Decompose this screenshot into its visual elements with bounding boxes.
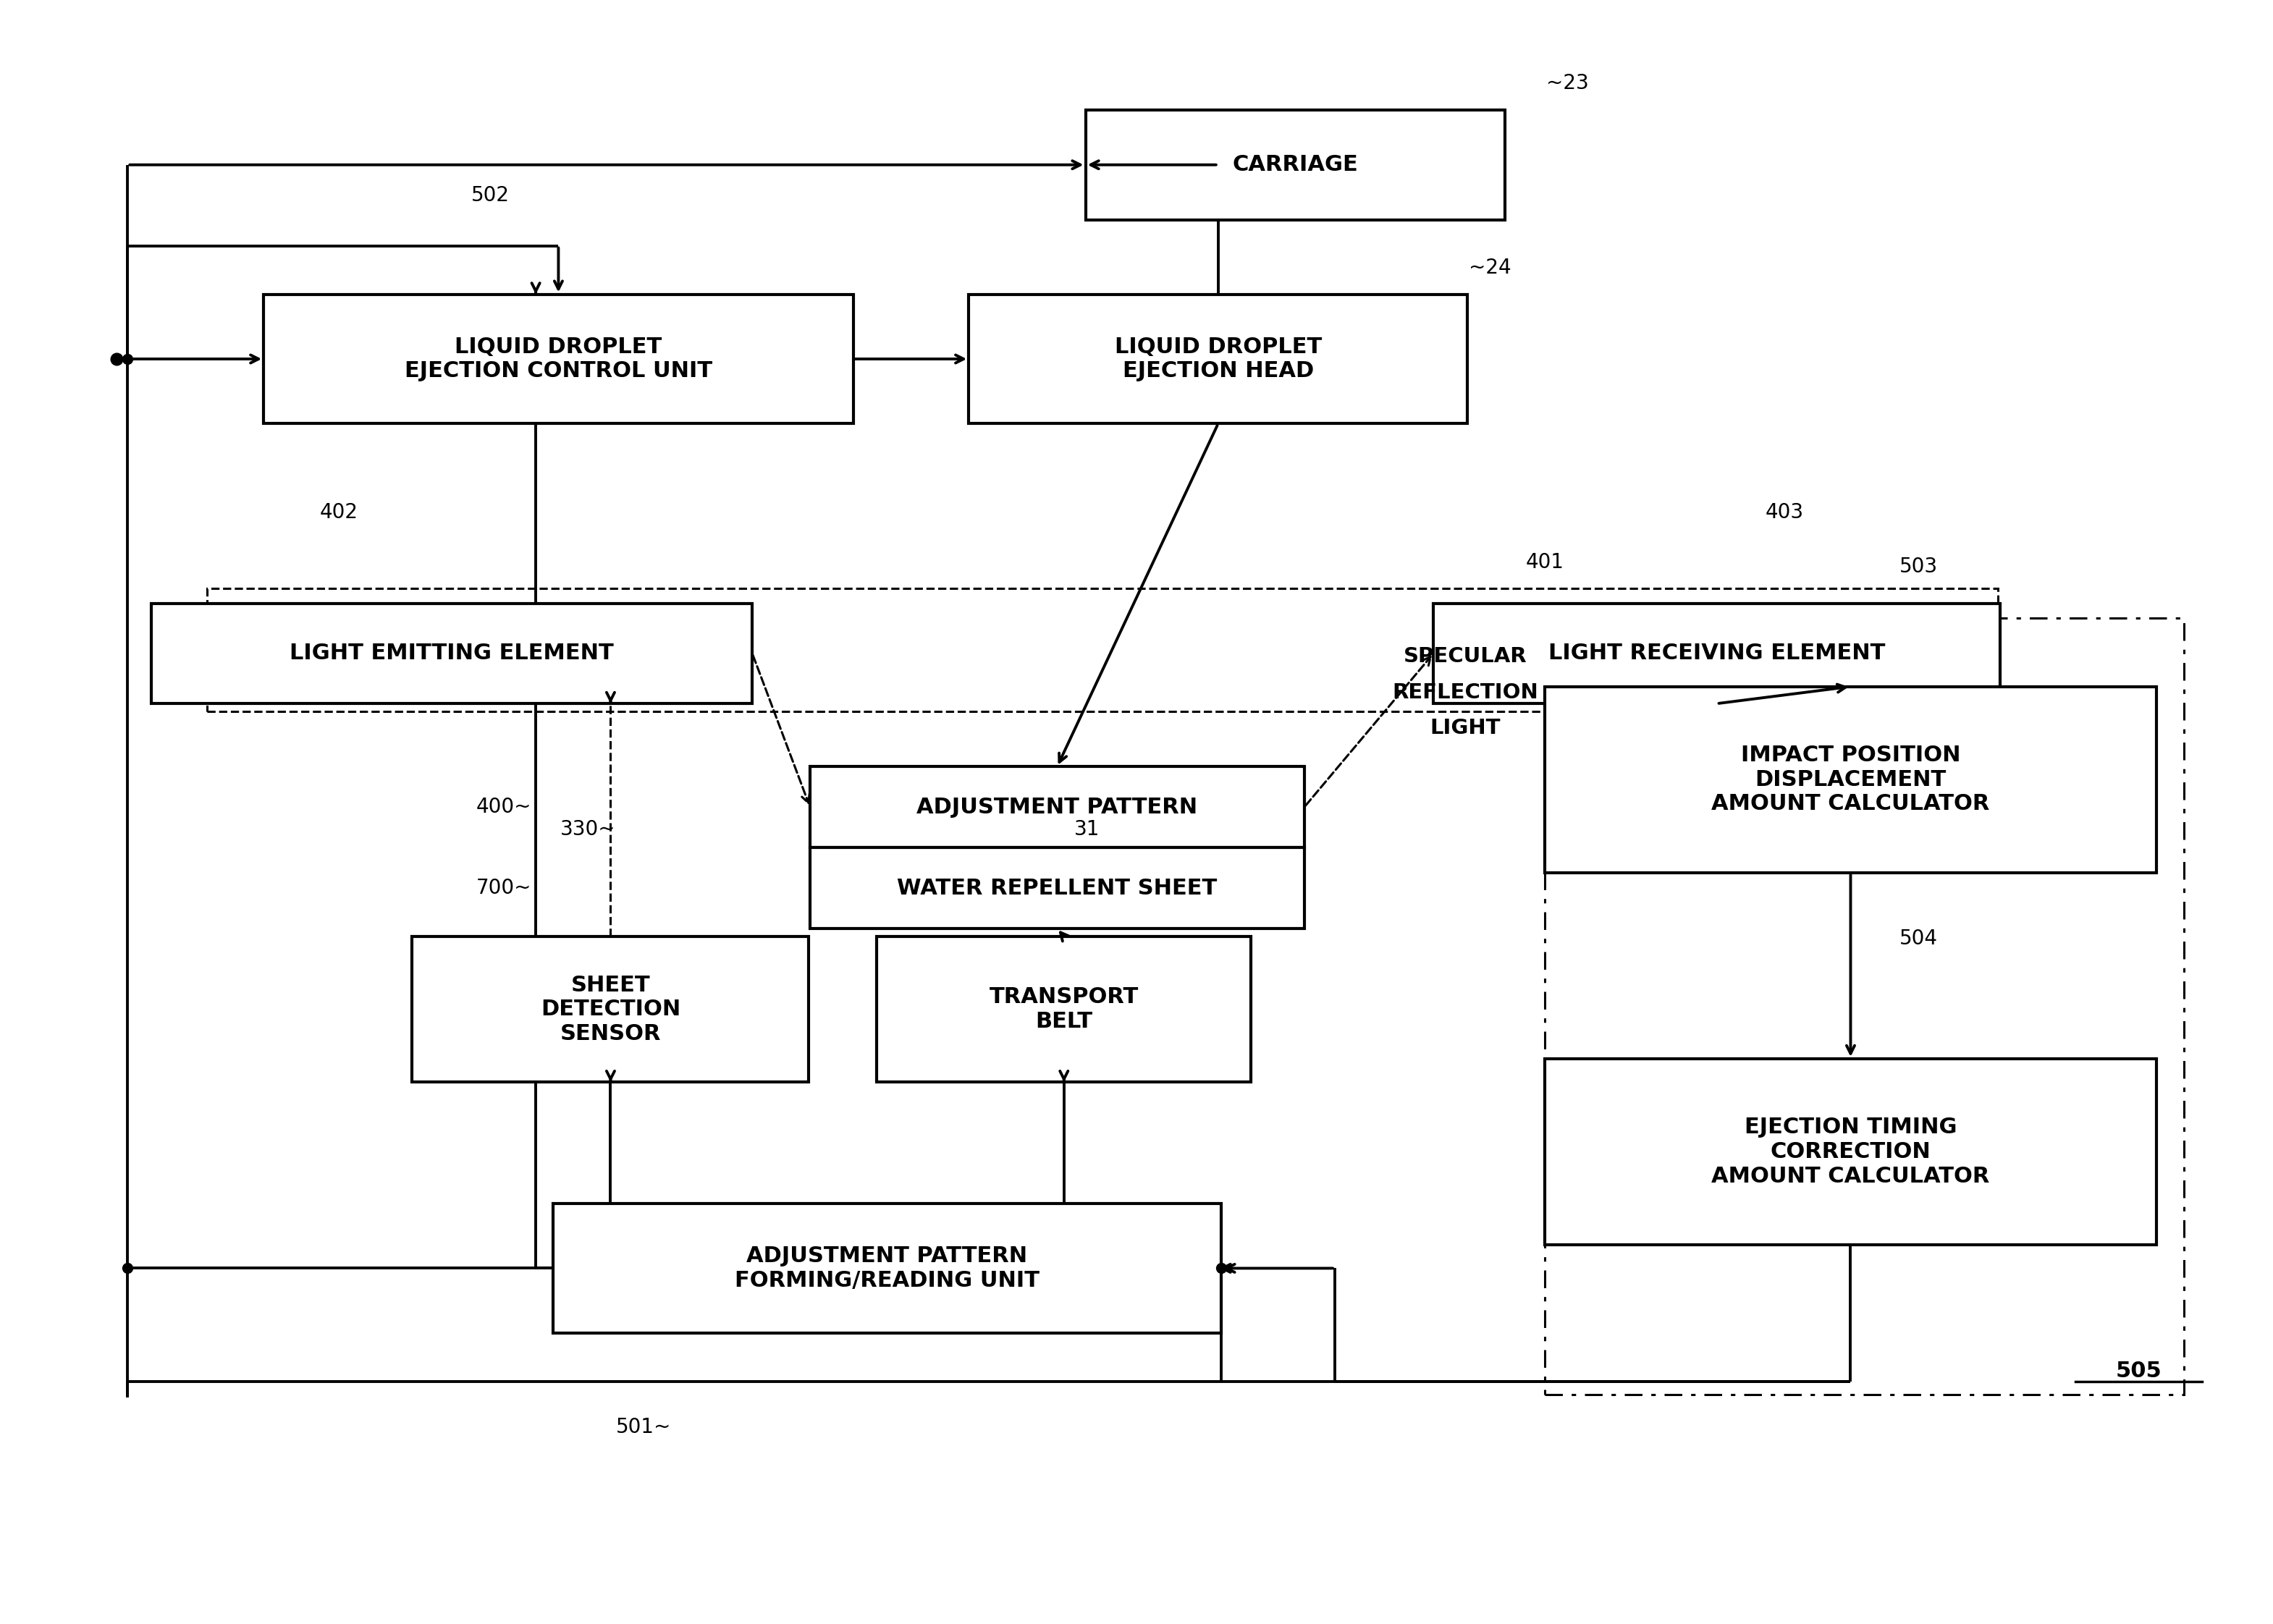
Text: ADJUSTMENT PATTERN
FORMING/READING UNIT: ADJUSTMENT PATTERN FORMING/READING UNIT <box>734 1246 1039 1291</box>
Text: ~24: ~24 <box>1468 258 1512 278</box>
Bar <box>152 603 752 703</box>
Text: 501~: 501~ <box>616 1418 671 1437</box>
Bar <box>968 294 1468 424</box>
Bar <box>1086 110 1505 219</box>
Bar <box>1546 687 2157 872</box>
Text: TRANSPORT
BELT: TRANSPORT BELT <box>989 987 1139 1031</box>
Text: 400~: 400~ <box>477 797 532 817</box>
Text: IMPACT POSITION
DISPLACEMENT
AMOUNT CALCULATOR: IMPACT POSITION DISPLACEMENT AMOUNT CALC… <box>1712 745 1989 815</box>
Bar <box>264 294 852 424</box>
Text: LIQUID DROPLET
EJECTION CONTROL UNIT: LIQUID DROPLET EJECTION CONTROL UNIT <box>405 336 711 382</box>
Bar <box>411 937 809 1082</box>
Text: ~23: ~23 <box>1546 73 1589 94</box>
Bar <box>552 1203 1221 1333</box>
Text: SPECULAR: SPECULAR <box>1402 646 1527 667</box>
Text: 700~: 700~ <box>477 879 532 898</box>
Text: 503: 503 <box>1900 557 1939 577</box>
Text: 402: 402 <box>318 502 357 523</box>
Text: LIQUID DROPLET
EJECTION HEAD: LIQUID DROPLET EJECTION HEAD <box>1114 336 1321 382</box>
Text: LIGHT: LIGHT <box>1430 718 1500 737</box>
Text: LIGHT RECEIVING ELEMENT: LIGHT RECEIVING ELEMENT <box>1548 643 1884 664</box>
Text: 330~: 330~ <box>559 818 616 840</box>
Text: REFLECTION: REFLECTION <box>1391 682 1539 703</box>
Text: 502: 502 <box>471 185 509 205</box>
Text: 505: 505 <box>2116 1361 2162 1382</box>
Text: SHEET
DETECTION
SENSOR: SHEET DETECTION SENSOR <box>541 974 680 1044</box>
Text: LIGHT EMITTING ELEMENT: LIGHT EMITTING ELEMENT <box>291 643 614 664</box>
Bar <box>809 848 1305 929</box>
Bar <box>1546 1059 2157 1246</box>
Text: CARRIAGE: CARRIAGE <box>1232 154 1357 175</box>
Text: WATER REPELLENT SHEET: WATER REPELLENT SHEET <box>898 877 1218 898</box>
Text: 401: 401 <box>1525 552 1564 573</box>
Bar <box>877 937 1250 1082</box>
Bar <box>1546 617 2184 1395</box>
Text: 31: 31 <box>1073 818 1100 840</box>
Text: EJECTION TIMING
CORRECTION
AMOUNT CALCULATOR: EJECTION TIMING CORRECTION AMOUNT CALCUL… <box>1712 1117 1989 1187</box>
Bar <box>1434 603 2000 703</box>
Text: 403: 403 <box>1766 502 1805 523</box>
Bar <box>809 767 1305 848</box>
Bar <box>207 590 1998 711</box>
Text: ADJUSTMENT PATTERN: ADJUSTMENT PATTERN <box>916 797 1198 817</box>
Text: 504: 504 <box>1900 929 1939 948</box>
